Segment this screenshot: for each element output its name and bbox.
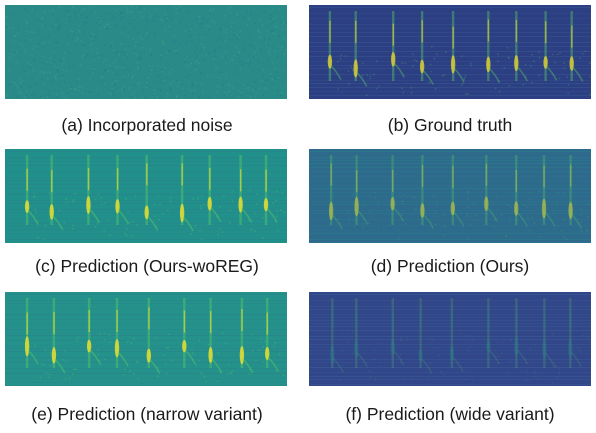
- spectrogram-panel-incorporated-noise: [5, 5, 287, 99]
- spectrogram-image: [5, 5, 287, 99]
- spectrogram-image: [309, 5, 591, 99]
- caption-prediction-ours-woreg: (c) Prediction (Ours-woREG): [35, 256, 259, 276]
- caption-prediction-wide: (f) Prediction (wide variant): [345, 404, 555, 424]
- spectrogram-panel-prediction-narrow: [5, 292, 287, 386]
- caption-incorporated-noise: (a) Incorporated noise: [61, 115, 233, 135]
- caption-ground-truth: (b) Ground truth: [387, 115, 513, 135]
- spectrogram-image: [5, 292, 287, 386]
- spectrogram-panel-prediction-wide: [309, 292, 591, 386]
- spectrogram-panel-prediction-ours: [309, 149, 591, 243]
- spectrogram-image: [309, 149, 591, 243]
- spectrogram-panel-prediction-ours-woreg: [5, 149, 287, 243]
- caption-prediction-ours: (d) Prediction (Ours): [370, 256, 530, 276]
- caption-prediction-narrow: (e) Prediction (narrow variant): [31, 404, 263, 424]
- spectrogram-panel-ground-truth: [309, 5, 591, 99]
- spectrogram-image: [5, 149, 287, 243]
- spectrogram-image: [309, 292, 591, 386]
